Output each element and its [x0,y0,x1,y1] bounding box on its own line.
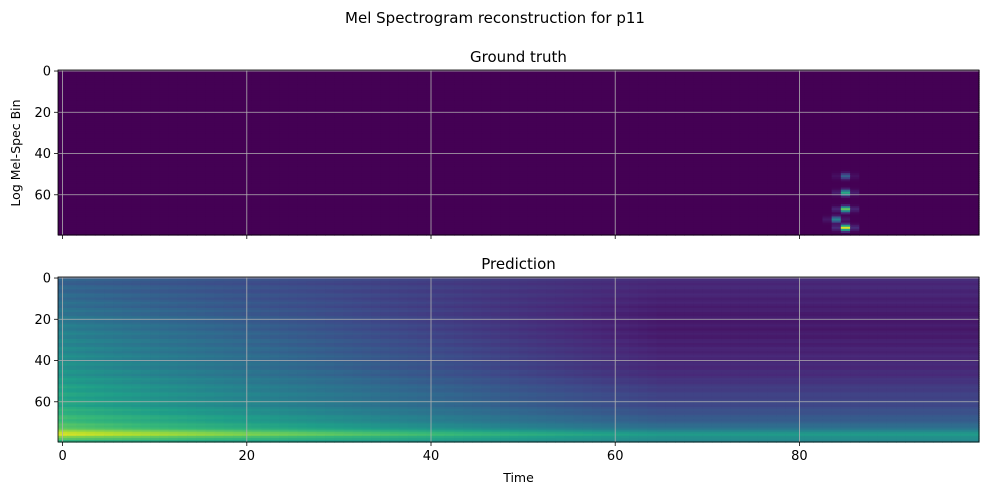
ground-truth-title: Ground truth [470,48,567,66]
figure-title: Mel Spectrogram reconstruction for p11 [345,9,645,27]
heatmap-image [58,70,980,236]
